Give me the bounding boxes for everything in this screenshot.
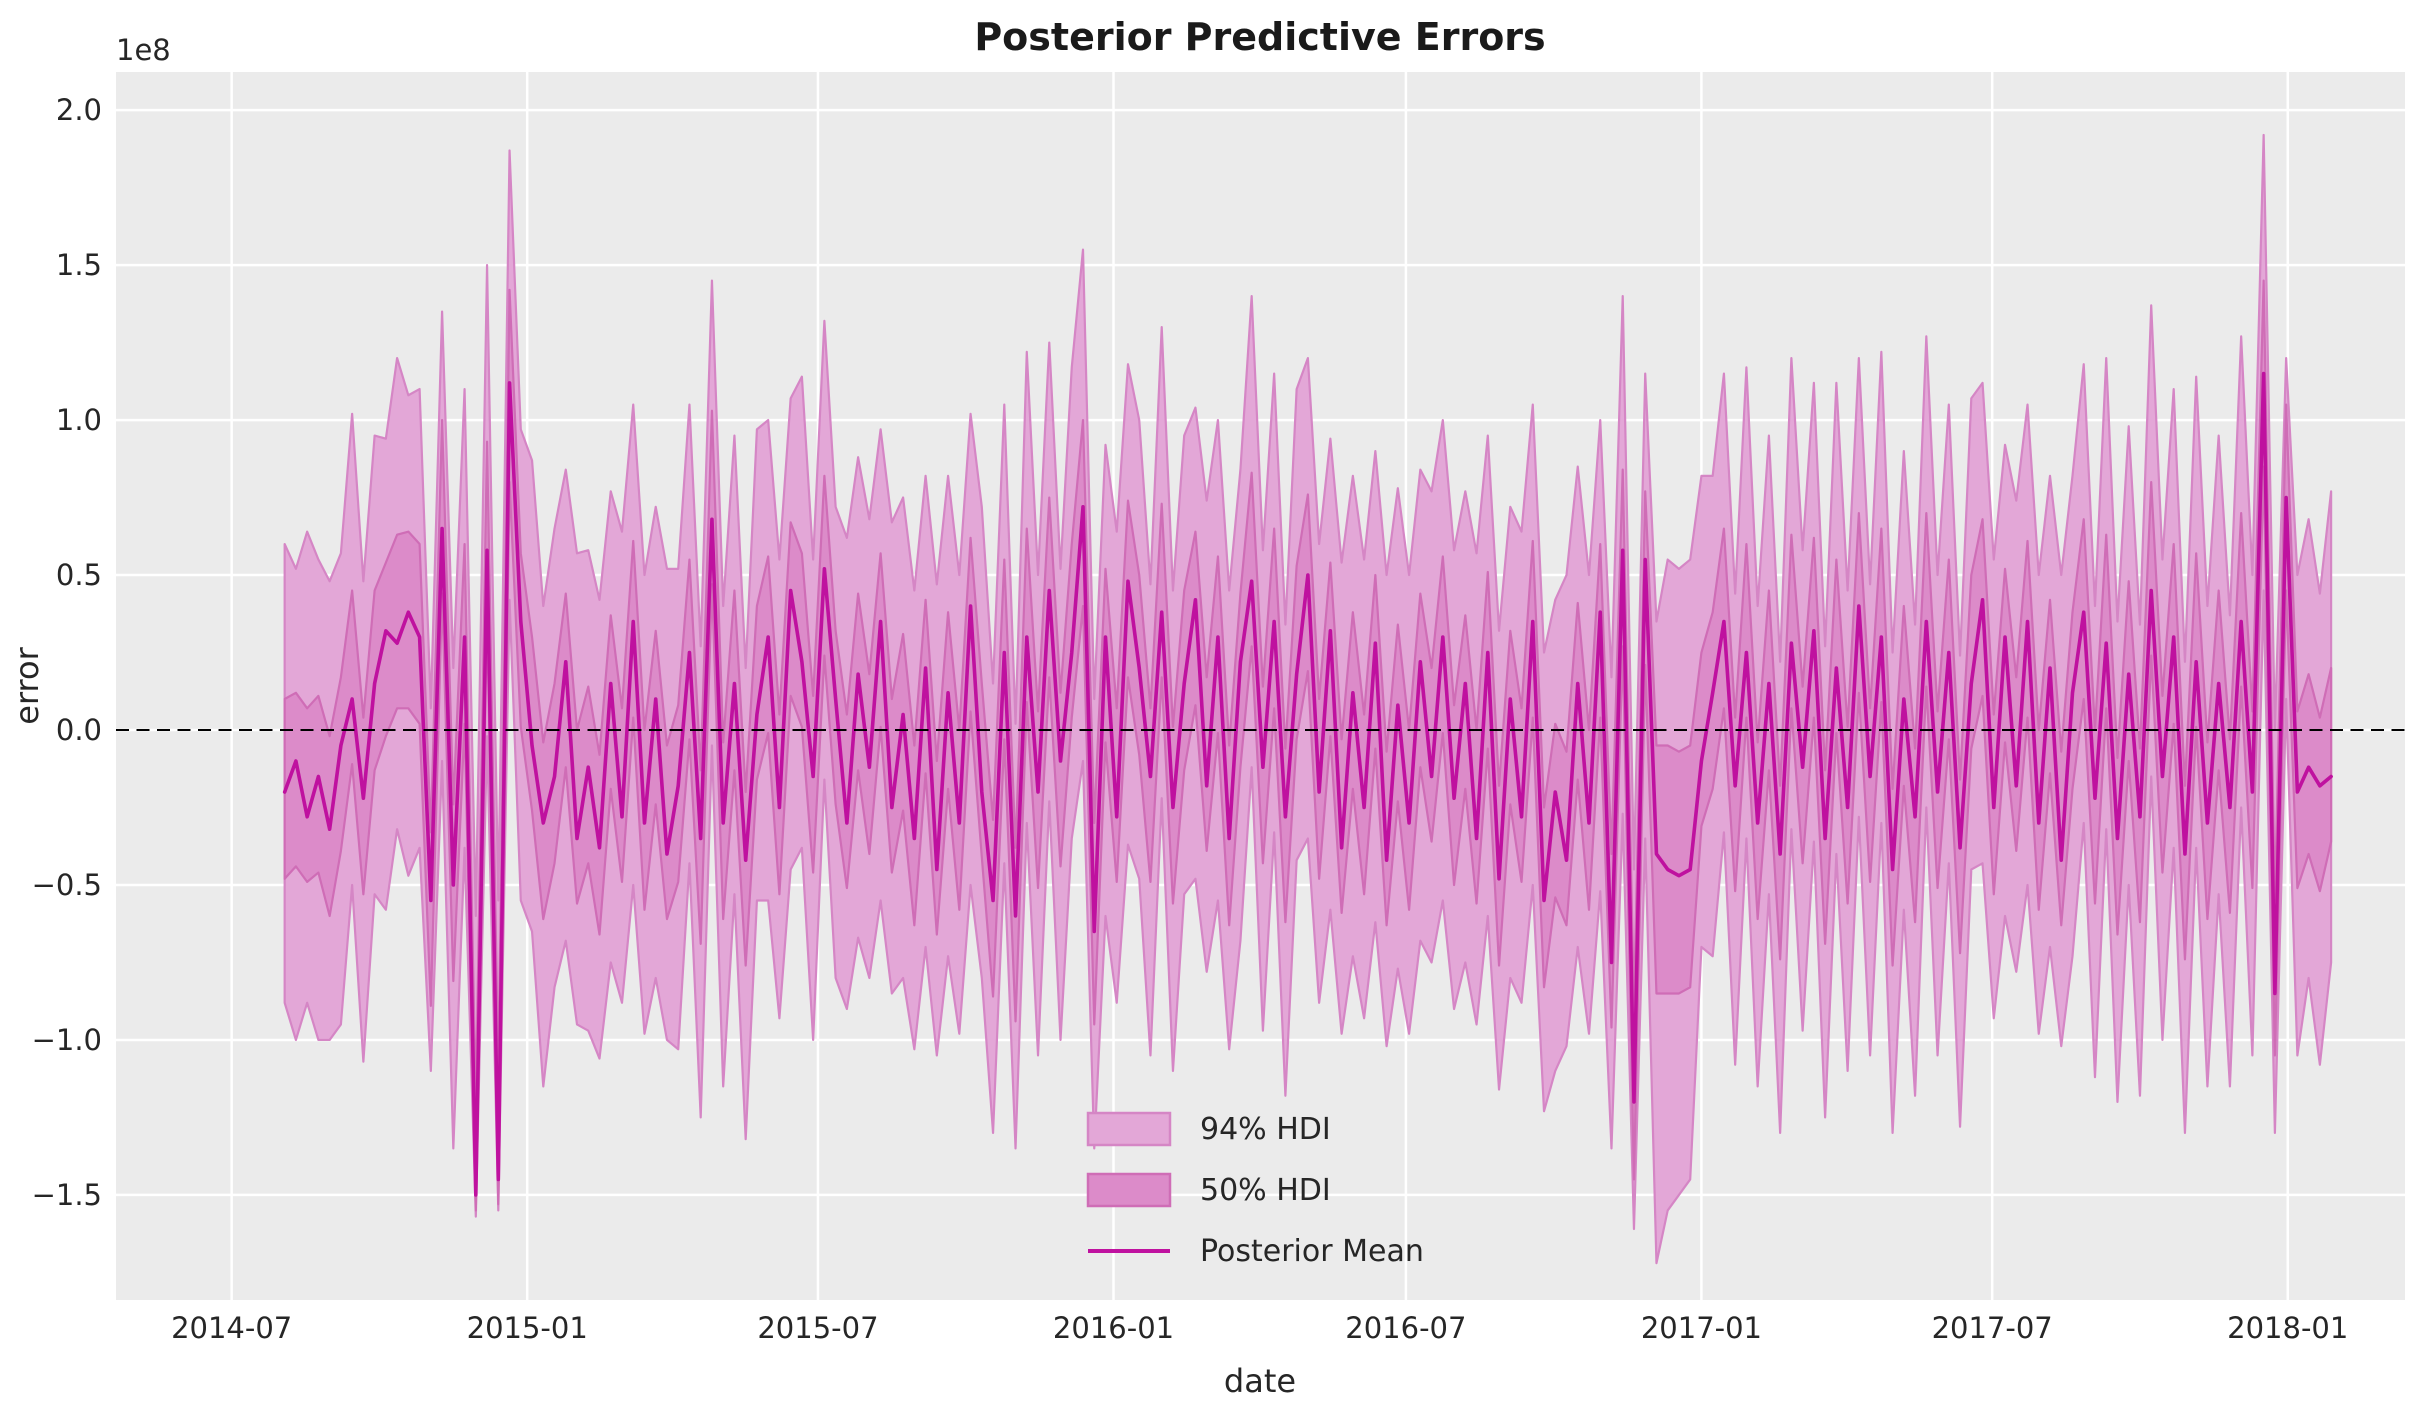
y-tick-label: −0.5 bbox=[32, 868, 102, 902]
chart-layers: 2014-07 2015-01 2015-07 2016-01 2016-07 2017-… bbox=[32, 72, 2405, 1345]
x-tick-label: 2017-01 bbox=[1641, 1311, 1762, 1345]
y-axis-label: error bbox=[8, 646, 46, 724]
y-tick-label: 1.0 bbox=[56, 403, 102, 437]
legend-band50-swatch bbox=[1086, 1172, 1172, 1208]
x-tick-label: 2016-01 bbox=[1053, 1311, 1174, 1345]
y-tick-label: 0.5 bbox=[56, 558, 102, 592]
hdi-94-band bbox=[283, 133, 2333, 1265]
x-tick-label: 2016-07 bbox=[1345, 1311, 1466, 1345]
x-tick-label: 2017-07 bbox=[1932, 1311, 2053, 1345]
x-tick-label: 2015-01 bbox=[467, 1311, 588, 1345]
posterior-mean-line bbox=[282, 371, 2333, 1197]
y-tick-label: −1.5 bbox=[32, 1178, 102, 1212]
legend-label: Posterior Mean bbox=[1200, 1234, 1424, 1269]
y-tick-label: −1.0 bbox=[32, 1023, 102, 1057]
x-axis-label: date bbox=[1224, 1362, 1296, 1400]
legend-label: 50% HDI bbox=[1200, 1173, 1331, 1208]
x-tick-label: 2018-01 bbox=[2227, 1311, 2348, 1345]
legend-band94-swatch bbox=[1086, 1111, 1172, 1147]
y-tick-label: 1.5 bbox=[56, 248, 102, 282]
x-tick-label: 2014-07 bbox=[171, 1311, 292, 1345]
y-axis-offset-label: 1e8 bbox=[116, 33, 171, 67]
y-tick-label: 2.0 bbox=[56, 93, 102, 127]
chart-title: Posterior Predictive Errors bbox=[974, 15, 1545, 59]
x-tick-label: 2015-07 bbox=[757, 1311, 878, 1345]
y-tick-label: 0.0 bbox=[56, 713, 102, 747]
legend-label: 94% HDI bbox=[1200, 1112, 1331, 1147]
